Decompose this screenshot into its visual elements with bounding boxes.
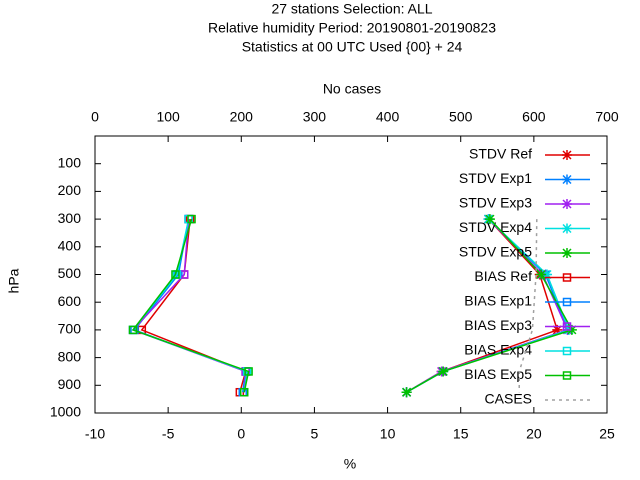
marker [171,270,180,279]
legend-label: STDV Exp5 [459,244,532,260]
x-tick-label: 10 [380,426,396,442]
x-tick-label: -10 [85,426,105,442]
y-tick-label: 500 [58,265,82,281]
marker [562,371,572,380]
x2-tick-label: 700 [595,109,619,125]
series-line [131,219,247,393]
x2-tick-label: 600 [522,109,546,125]
legend-label: CASES [485,391,532,407]
marker [401,387,412,398]
x-tick-label: 0 [237,426,245,442]
marker [566,324,577,335]
y-tick-label: 800 [58,348,82,364]
marker [562,150,572,160]
marker [552,324,563,335]
x2-tick-label: 0 [91,109,99,125]
legend-label: BIAS Exp3 [464,317,532,333]
y-tick-label: 700 [58,321,82,337]
series-line [518,219,538,393]
marker [562,174,572,185]
legend-label: BIAS Ref [474,268,532,284]
x-tick-label: -5 [162,426,175,442]
marker [438,366,449,377]
chart-title: 27 stations Selection: ALL [271,1,432,17]
legend-label: BIAS Exp1 [464,293,532,309]
marker [187,214,196,224]
marker [562,223,572,234]
marker [542,269,553,280]
marker [128,325,138,335]
marker [562,322,572,331]
series-line [131,218,250,393]
marker [536,269,547,280]
marker [484,214,495,225]
x2-tick-label: 100 [156,109,180,125]
legend-label: STDV Ref [469,146,532,162]
x-tick-label: 25 [599,426,615,442]
marker [562,297,572,307]
legend-label: STDV Exp3 [459,195,532,211]
marker [244,367,253,376]
x2-tick-label: 400 [376,109,400,125]
y-axis-title: hPa [6,268,22,293]
x2-tick-label: 300 [303,109,327,125]
legend-label: BIAS Exp4 [464,342,532,358]
x2-axis-title: No cases [323,81,381,97]
x2-tick-label: 500 [449,109,473,125]
legend-label: STDV Exp4 [459,219,532,235]
x2-tick-label: 200 [230,109,254,125]
y-tick-label: 300 [58,210,82,226]
x-tick-label: 15 [453,426,469,442]
y-tick-label: 200 [58,182,82,198]
marker [239,387,249,397]
marker [562,346,572,356]
x-tick-label: 20 [526,426,542,442]
chart-title: Relative humidity Period: 20190801-20190… [208,20,496,36]
marker [562,273,572,282]
x-tick-label: 5 [311,426,319,442]
legend-label: BIAS Exp5 [464,366,532,382]
marker [562,248,572,258]
y-tick-label: 1000 [50,404,81,420]
x-axis-title: % [344,456,356,472]
legend-label: STDV Exp1 [459,170,532,186]
y-tick-label: 100 [58,154,82,170]
chart-title: Statistics at 00 UTC Used {00} + 24 [242,39,463,55]
marker [562,199,572,209]
y-tick-label: 600 [58,293,82,309]
y-tick-label: 900 [58,376,82,392]
y-tick-label: 400 [58,238,82,254]
